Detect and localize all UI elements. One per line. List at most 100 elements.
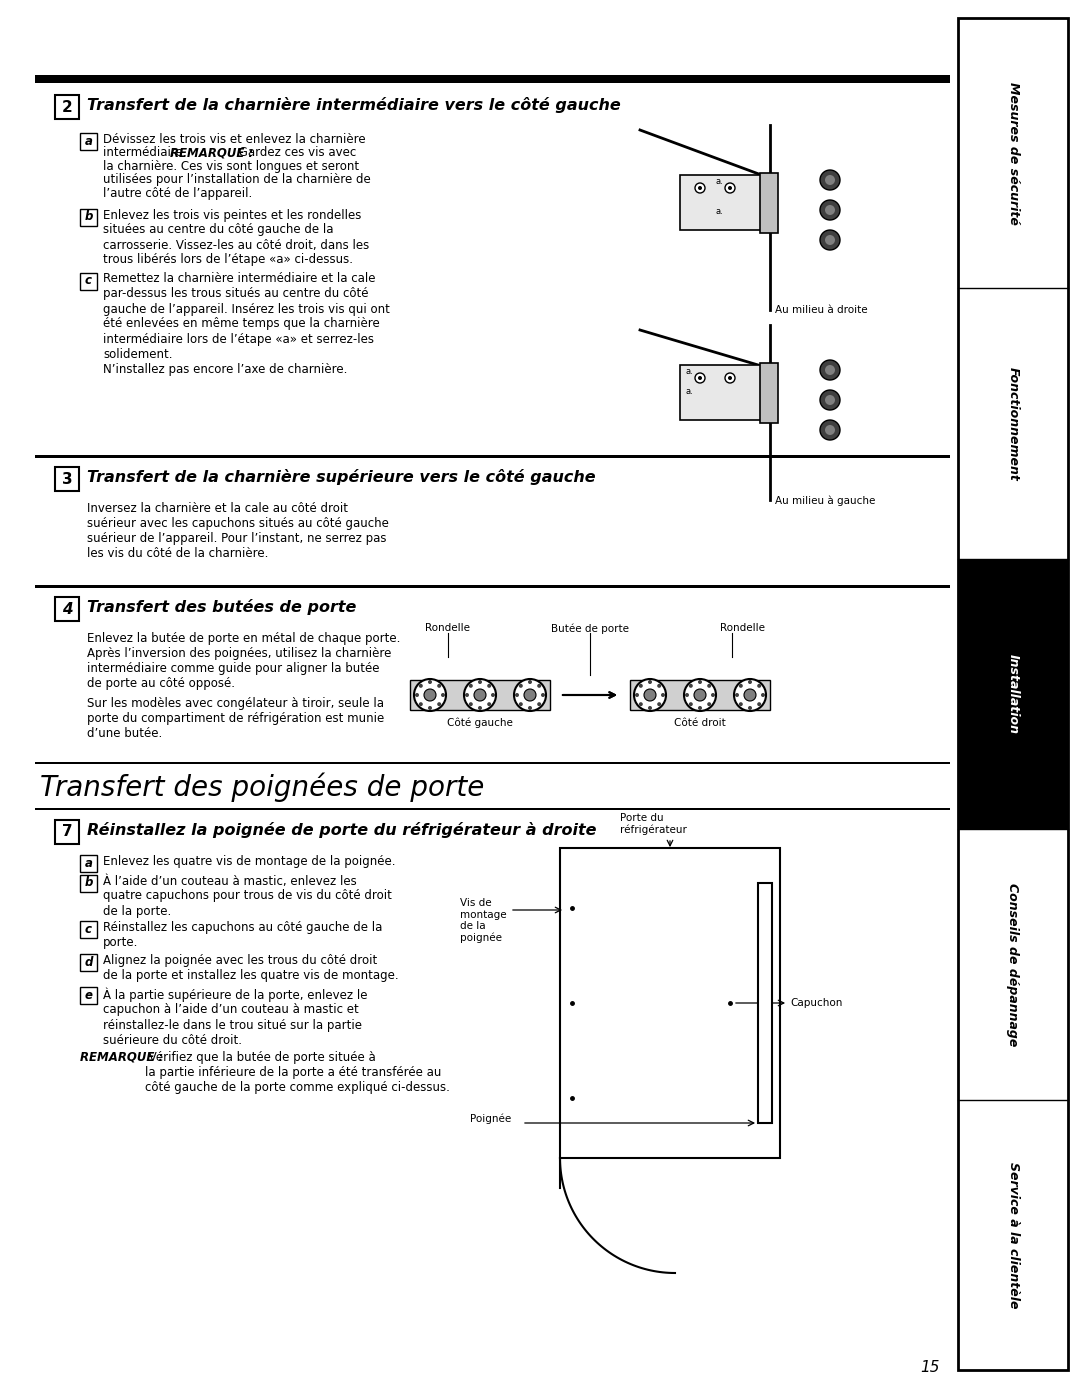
- Bar: [35, 75, 950, 82]
- Circle shape: [694, 689, 706, 701]
- Circle shape: [825, 425, 835, 434]
- Circle shape: [728, 186, 732, 190]
- Text: Réinstallez les capuchons au côté gauche de la
porte.: Réinstallez les capuchons au côté gauche…: [103, 921, 382, 949]
- Text: Poignée: Poignée: [470, 1113, 511, 1123]
- Circle shape: [734, 679, 766, 711]
- Bar: [958, 18, 1068, 288]
- Bar: [35, 761, 950, 764]
- Bar: [958, 830, 1068, 1099]
- Bar: [55, 820, 79, 844]
- Circle shape: [757, 703, 761, 707]
- Text: Mesures de sécurité: Mesures de sécurité: [1007, 82, 1020, 225]
- Circle shape: [825, 365, 835, 374]
- Circle shape: [825, 235, 835, 244]
- Text: Côté gauche: Côté gauche: [447, 718, 513, 728]
- Text: intermédiaire.: intermédiaire.: [103, 147, 190, 159]
- Text: c: c: [85, 274, 92, 288]
- Text: Transfert des poignées de porte: Transfert des poignées de porte: [40, 773, 484, 802]
- Circle shape: [428, 705, 432, 710]
- Text: Porte du
réfrigérateur: Porte du réfrigérateur: [620, 813, 687, 835]
- Text: N’installez pas encore l’axe de charnière.: N’installez pas encore l’axe de charnièr…: [103, 363, 348, 377]
- Bar: [680, 175, 765, 231]
- Text: Transfert de la charnière intermédiaire vers le côté gauche: Transfert de la charnière intermédiaire …: [87, 96, 621, 113]
- Circle shape: [820, 231, 840, 250]
- Text: REMARQUE :: REMARQUE :: [80, 1051, 163, 1065]
- Text: utilisées pour l’installation de la charnière de: utilisées pour l’installation de la char…: [103, 173, 370, 187]
- Text: Transfert des butées de porte: Transfert des butées de porte: [87, 599, 356, 615]
- Circle shape: [428, 680, 432, 685]
- Circle shape: [528, 680, 532, 685]
- Bar: [760, 363, 778, 423]
- Text: Fonctionnement: Fonctionnement: [1007, 366, 1020, 481]
- Circle shape: [415, 693, 419, 697]
- Circle shape: [465, 693, 469, 697]
- Text: a.: a.: [685, 367, 692, 376]
- Circle shape: [748, 705, 752, 710]
- Circle shape: [469, 683, 473, 687]
- Circle shape: [487, 683, 491, 687]
- Circle shape: [537, 703, 541, 707]
- Circle shape: [437, 683, 442, 687]
- Bar: [55, 597, 79, 622]
- Text: Rondelle: Rondelle: [720, 623, 765, 633]
- Bar: [758, 883, 772, 1123]
- Circle shape: [698, 376, 702, 380]
- Circle shape: [515, 693, 519, 697]
- Circle shape: [437, 703, 442, 707]
- Bar: [958, 559, 1068, 830]
- Circle shape: [634, 679, 666, 711]
- Circle shape: [419, 683, 422, 687]
- Circle shape: [820, 360, 840, 380]
- Text: Rondelle: Rondelle: [426, 623, 470, 633]
- Circle shape: [761, 693, 765, 697]
- Text: c: c: [85, 923, 92, 936]
- Circle shape: [684, 679, 716, 711]
- Circle shape: [739, 703, 743, 707]
- Circle shape: [698, 705, 702, 710]
- Circle shape: [689, 703, 692, 707]
- Circle shape: [414, 679, 446, 711]
- Circle shape: [474, 689, 486, 701]
- Bar: [680, 365, 765, 420]
- Bar: [35, 807, 950, 810]
- Circle shape: [469, 703, 473, 707]
- Bar: [760, 173, 778, 233]
- Text: a.: a.: [685, 387, 692, 395]
- Bar: [80, 921, 97, 937]
- Text: Sur les modèles avec congélateur à tiroir, seule la
porte du compartiment de réf: Sur les modèles avec congélateur à tiroi…: [87, 697, 384, 740]
- Text: Butée de porte: Butée de porte: [551, 623, 629, 633]
- Bar: [561, 848, 780, 1158]
- Text: 2: 2: [62, 99, 72, 115]
- Circle shape: [648, 705, 652, 710]
- Text: d: d: [84, 956, 93, 970]
- Circle shape: [419, 703, 422, 707]
- Circle shape: [644, 689, 656, 701]
- Text: b: b: [84, 876, 93, 890]
- Text: 15: 15: [920, 1361, 940, 1375]
- Circle shape: [661, 693, 665, 697]
- Text: Remettez la charnière intermédiaire et la cale
par-dessus les trous situés au ce: Remettez la charnière intermédiaire et l…: [103, 272, 390, 360]
- Text: b: b: [84, 211, 93, 224]
- Circle shape: [696, 373, 705, 383]
- Text: Enlevez les trois vis peintes et les rondelles
situées au centre du côté gauche : Enlevez les trois vis peintes et les ron…: [103, 208, 369, 267]
- Circle shape: [735, 693, 739, 697]
- Text: Enlevez la butée de porte en métal de chaque porte.
Après l’inversion des poigné: Enlevez la butée de porte en métal de ch…: [87, 631, 401, 690]
- Bar: [55, 467, 79, 490]
- Text: 3: 3: [62, 472, 72, 486]
- Text: e: e: [84, 989, 93, 1002]
- Circle shape: [820, 170, 840, 190]
- Text: Service à la clientèle: Service à la clientèle: [1007, 1161, 1020, 1308]
- Circle shape: [514, 679, 546, 711]
- Circle shape: [711, 693, 715, 697]
- Circle shape: [528, 705, 532, 710]
- Circle shape: [478, 680, 482, 685]
- Text: 4: 4: [62, 602, 72, 616]
- Circle shape: [707, 703, 712, 707]
- Circle shape: [658, 703, 661, 707]
- Circle shape: [825, 395, 835, 405]
- Bar: [80, 208, 97, 225]
- Text: Transfert de la charnière supérieure vers le côté gauche: Transfert de la charnière supérieure ver…: [87, 469, 596, 485]
- Text: a: a: [84, 856, 93, 870]
- Circle shape: [757, 683, 761, 687]
- Text: Enlevez les quatre vis de montage de la poignée.: Enlevez les quatre vis de montage de la …: [103, 855, 395, 868]
